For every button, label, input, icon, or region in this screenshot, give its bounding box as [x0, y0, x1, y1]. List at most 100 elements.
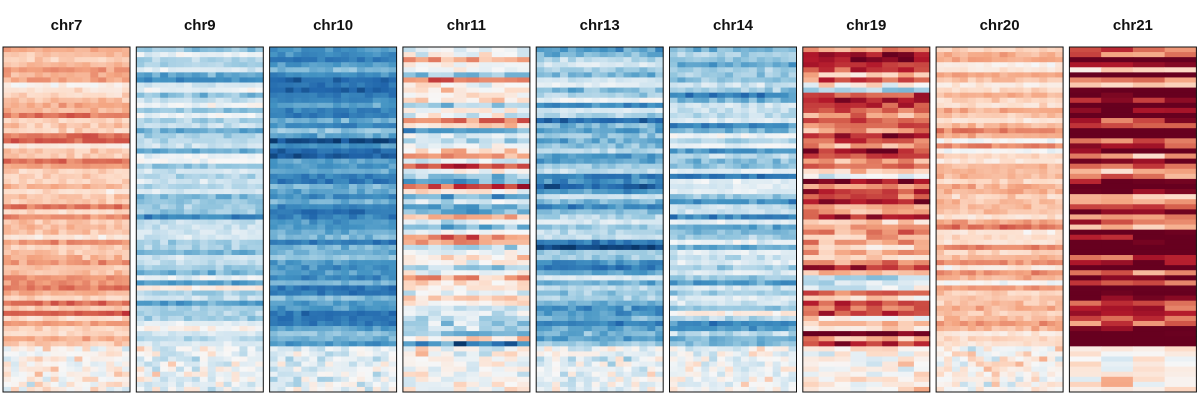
- heatmap-cell: [608, 356, 616, 361]
- heatmap-cell: [285, 164, 293, 169]
- heatmap-cell: [381, 306, 389, 311]
- heatmap-cell: [160, 372, 168, 377]
- heatmap-cell: [639, 143, 647, 148]
- heatmap-cell: [479, 123, 492, 128]
- heatmap-cell: [136, 77, 144, 82]
- heatmap-cell: [341, 265, 349, 270]
- heatmap-cell: [568, 362, 576, 367]
- heatmap-cell: [106, 280, 114, 285]
- heatmap-cell: [224, 250, 232, 255]
- heatmap-cell: [90, 291, 98, 296]
- heatmap-cell: [285, 285, 293, 290]
- heatmap-cell: [655, 113, 663, 118]
- heatmap-cell: [43, 184, 51, 189]
- heatmap-cell: [584, 209, 592, 214]
- heatmap-cell: [19, 367, 27, 372]
- heatmap-cell: [576, 47, 584, 52]
- heatmap-cell: [200, 296, 208, 301]
- heatmap-cell: [19, 62, 27, 67]
- heatmap-cell: [184, 275, 192, 280]
- heatmap-cell: [624, 214, 632, 219]
- heatmap-cell: [317, 351, 325, 356]
- heatmap-cell: [365, 194, 373, 199]
- heatmap-cell: [341, 296, 349, 301]
- heatmap-cell: [3, 326, 11, 331]
- heatmap-cell: [403, 382, 416, 387]
- heatmap-cell: [122, 72, 130, 77]
- heatmap-cell: [278, 189, 286, 194]
- heatmap-cell: [200, 67, 208, 72]
- heatmap-cell: [82, 93, 90, 98]
- heatmap-cell: [3, 346, 11, 351]
- heatmap-cell: [239, 138, 247, 143]
- heatmap-cell: [592, 72, 600, 77]
- heatmap-cell: [608, 148, 616, 153]
- heatmap-cell: [365, 367, 373, 372]
- heatmap-cell: [454, 179, 467, 184]
- heatmap-cell: [293, 306, 301, 311]
- heatmap-cell: [11, 128, 19, 133]
- heatmap-cell: [3, 285, 11, 290]
- heatmap-cell: [232, 67, 240, 72]
- heatmap-cell: [152, 52, 160, 57]
- heatmap-cell: [74, 67, 82, 72]
- heatmap-cell: [552, 118, 560, 123]
- heatmap-cell: [349, 103, 357, 108]
- heatmap-cell: [285, 103, 293, 108]
- heatmap-cell: [74, 351, 82, 356]
- heatmap-cell: [608, 372, 616, 377]
- heatmap-cell: [428, 118, 441, 123]
- heatmap-cell: [517, 382, 530, 387]
- heatmap-cell: [35, 108, 43, 113]
- heatmap-cell: [655, 255, 663, 260]
- heatmap-cell: [67, 57, 75, 62]
- heatmap-cell: [122, 184, 130, 189]
- heatmap-cell: [285, 47, 293, 52]
- heatmap-cell: [560, 47, 568, 52]
- heatmap-cell: [168, 118, 176, 123]
- heatmap-cell: [317, 57, 325, 62]
- heatmap-cell: [247, 194, 255, 199]
- heatmap-cell: [317, 128, 325, 133]
- heatmap-cell: [98, 260, 106, 265]
- heatmap-cell: [232, 265, 240, 270]
- heatmap-cell: [552, 174, 560, 179]
- heatmap-cell: [655, 326, 663, 331]
- heatmap-cell: [647, 179, 655, 184]
- heatmap-cell: [333, 194, 341, 199]
- heatmap-cell: [67, 184, 75, 189]
- heatmap-cell: [51, 316, 59, 321]
- heatmap-cell: [317, 159, 325, 164]
- heatmap-cell: [152, 199, 160, 204]
- heatmap-cell: [51, 285, 59, 290]
- heatmap-cell: [293, 133, 301, 138]
- heatmap-cell: [224, 296, 232, 301]
- heatmap-cell: [568, 260, 576, 265]
- heatmap-cell: [333, 351, 341, 356]
- heatmap-cell: [59, 143, 67, 148]
- heatmap-cell: [647, 174, 655, 179]
- heatmap-cell: [208, 204, 216, 209]
- heatmap-cell: [454, 209, 467, 214]
- heatmap-cell: [416, 174, 429, 179]
- heatmap-cell: [293, 88, 301, 93]
- heatmap-cell: [3, 83, 11, 88]
- heatmap-cell: [255, 377, 263, 382]
- heatmap-cell: [454, 367, 467, 372]
- heatmap-cell: [278, 311, 286, 316]
- heatmap-cell: [552, 250, 560, 255]
- heatmap-cell: [208, 169, 216, 174]
- heatmap-cell: [624, 138, 632, 143]
- heatmap-cell: [357, 245, 365, 250]
- heatmap-cell: [349, 133, 357, 138]
- heatmap-cell: [403, 83, 416, 88]
- heatmap-cell: [552, 296, 560, 301]
- heatmap-cell: [349, 159, 357, 164]
- heatmap-cell: [216, 351, 224, 356]
- heatmap-cell: [168, 174, 176, 179]
- heatmap-cell: [90, 164, 98, 169]
- heatmap-cell: [309, 346, 317, 351]
- heatmap-cell: [285, 245, 293, 250]
- heatmap-cell: [98, 316, 106, 321]
- heatmap-cell: [278, 164, 286, 169]
